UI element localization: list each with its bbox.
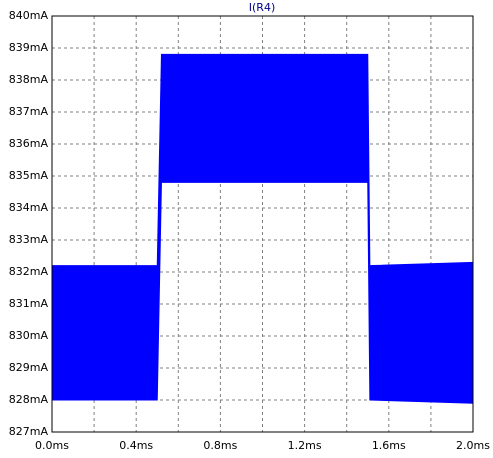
y-tick-label: 830mA — [9, 329, 49, 342]
y-tick-label: 839mA — [9, 41, 49, 54]
y-tick-label: 837mA — [9, 105, 49, 118]
y-tick-label: 840mA — [9, 9, 49, 22]
plot-frame — [51, 15, 474, 433]
y-tick-label: 833mA — [9, 233, 49, 246]
y-tick-label: 827mA — [9, 425, 49, 438]
chart-title: I(R4) — [249, 1, 275, 14]
y-tick-label: 832mA — [9, 265, 49, 278]
y-tick-label: 835mA — [9, 169, 49, 182]
y-tick-label: 838mA — [9, 73, 49, 86]
y-tick-label: 836mA — [9, 137, 49, 150]
y-tick-label: 829mA — [9, 361, 49, 374]
x-tick-label: 0.8ms — [203, 439, 237, 452]
x-tick-label: 0.4ms — [119, 439, 153, 452]
y-tick-label: 831mA — [9, 297, 49, 310]
x-tick-label: 1.6ms — [372, 439, 406, 452]
x-tick-label: 2.0ms — [456, 439, 490, 452]
x-tick-label: 1.2ms — [288, 439, 322, 452]
y-tick-label: 828mA — [9, 393, 49, 406]
y-tick-label: 834mA — [9, 201, 49, 214]
x-tick-label: 0.0ms — [35, 439, 69, 452]
